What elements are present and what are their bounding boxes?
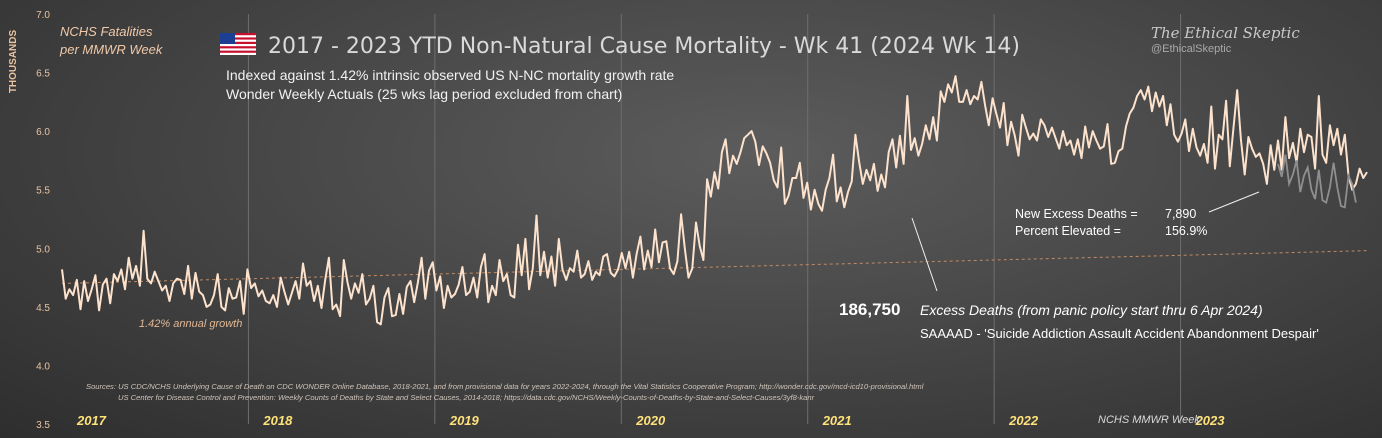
y-tick-label: 5.0 <box>36 244 50 255</box>
new-excess-pointer-line <box>1208 191 1260 213</box>
y-tick-label: 6.5 <box>36 69 50 80</box>
y-tick-label: 3.5 <box>36 420 50 431</box>
y-axis-label: THOUSANDS <box>8 29 20 94</box>
year-label: 2023 <box>1195 413 1226 428</box>
y-tick-label: 6.0 <box>36 127 50 138</box>
growth-annotation: 1.42% annual growth <box>139 318 243 330</box>
us-flag-icon <box>220 33 256 55</box>
y-axis-ticks: 3.5 4.0 4.5 5.0 5.5 6.0 6.5 7.0 <box>36 10 50 431</box>
brand-name: The Ethical Skeptic <box>1151 24 1300 42</box>
new-excess-row: New Excess Deaths = 7,890 <box>1015 207 1196 221</box>
series-line-actual <box>61 75 1368 326</box>
chart-subtitle-2: Wonder Weekly Actuals (25 wks lag period… <box>226 86 623 102</box>
new-excess-value: 7,890 <box>1165 207 1197 221</box>
year-label: 2022 <box>1008 413 1039 428</box>
excess-pointer-line <box>911 217 938 292</box>
y-tick-label: 7.0 <box>36 10 50 21</box>
y-tick-label: 4.5 <box>36 303 50 314</box>
percent-elevated-value: 156.9% <box>1165 224 1208 238</box>
sources-note: Sources: US CDC/NCHS Underlying Cause of… <box>86 382 923 403</box>
year-label: 2019 <box>449 413 480 428</box>
saaaad-definition: SAAAAD - 'Suicide Addiction Assault Acci… <box>920 326 1319 341</box>
series-label-1: NCHS Fatalities <box>60 24 153 39</box>
percent-elevated-row: Percent Elevated = 156.9% <box>1015 224 1207 238</box>
sources-line-2: US Center for Disease Control and Preven… <box>118 392 815 402</box>
year-label: 2020 <box>635 413 666 428</box>
y-tick-label: 5.5 <box>36 186 50 197</box>
y-tick-label: 4.0 <box>36 361 50 372</box>
year-labels: 2017 2018 2019 2020 2021 2022 2023 <box>76 413 1225 428</box>
trend-line <box>61 250 1368 284</box>
new-excess-label: New Excess Deaths = <box>1015 207 1138 221</box>
year-label: 2021 <box>822 413 852 428</box>
year-label: 2017 <box>76 413 107 428</box>
series-line-provisional <box>1277 154 1357 209</box>
excess-total-label: Excess Deaths (from panic policy start t… <box>920 302 1263 318</box>
brand-handle: @EthicalSkeptic <box>1151 43 1232 55</box>
sources-line-1: Sources: US CDC/NCHS Underlying Cause of… <box>86 382 924 391</box>
year-gridlines <box>247 14 1182 424</box>
percent-elevated-label: Percent Elevated = <box>1015 224 1121 238</box>
excess-total-value: 186,750 <box>839 300 901 319</box>
chart-subtitle-1: Indexed against 1.42% intrinsic observed… <box>226 67 675 83</box>
series-label-2: per MMWR Week <box>60 42 163 57</box>
chart-title: 2017 - 2023 YTD Non-Natural Cause Mortal… <box>268 34 1020 59</box>
year-label: 2018 <box>262 413 293 428</box>
week-axis-label: NCHS MMWR Week <box>1098 414 1200 426</box>
